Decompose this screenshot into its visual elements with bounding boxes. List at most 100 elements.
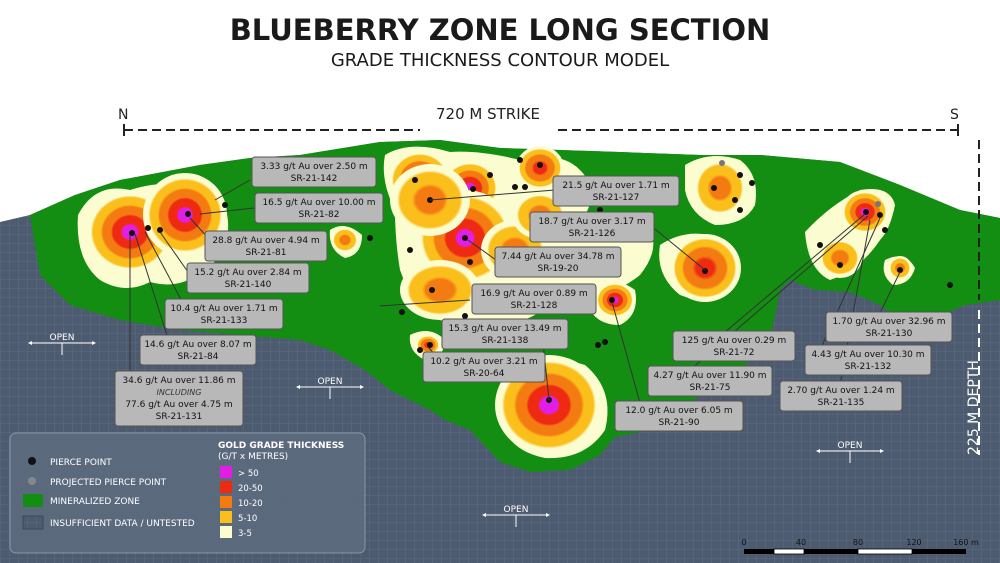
scale-item: 3-5 [220, 526, 252, 539]
svg-text:OPEN: OPEN [50, 333, 75, 343]
callout-grade: 3.33 g/t Au over 2.50 m [260, 162, 367, 172]
callout-sr-19-20: 7.44 g/t Au over 34.78 m SR-19-20 [494, 246, 622, 278]
scale-item: 5-10 [220, 511, 257, 524]
callout-grade: 16.9 g/t Au over 0.89 m [480, 289, 587, 299]
legend-projected-pierce-point: PROJECTED PIERCE POINT [50, 478, 167, 488]
scale-bar: 0 40 80 120 160 m [741, 538, 979, 555]
scale-label: 3-5 [238, 529, 252, 539]
callout-hole-id: SR-20-64 [463, 369, 504, 379]
callout-sr-21-133: 10.4 g/t Au over 1.71 m SR-21-133 [164, 298, 284, 330]
callout-hole-id: SR-21-75 [689, 383, 730, 393]
depth-indicator: 225 M DEPTH [966, 140, 982, 455]
callout-sr-21-75: 4.27 g/t Au over 11.90 m SR-21-75 [647, 365, 773, 397]
scale-bar-tick-label: 80 [853, 538, 863, 547]
callout-sr-21-140: 15.2 g/t Au over 2.84 m SR-21-140 [186, 262, 310, 294]
legend-pierce-point: PIERCE POINT [50, 458, 112, 468]
callout-sr-21-81: 28.8 g/t Au over 4.94 m SR-21-81 [204, 230, 328, 262]
callout-sr-21-132: 4.43 g/t Au over 10.30 m SR-21-132 [804, 344, 932, 376]
strike-label: 720 M STRIKE [436, 105, 540, 123]
scale-label: 5-10 [238, 514, 257, 524]
south-label: S [950, 107, 959, 123]
callout-grade: 28.8 g/t Au over 4.94 m [212, 236, 319, 246]
svg-text:77.6 g/t Au over 4.75 m: 77.6 g/t Au over 4.75 m [125, 400, 232, 410]
callout-grade: 12.0 g/t Au over 6.05 m [625, 406, 732, 416]
callout-grade: 21.5 g/t Au over 1.71 m [562, 181, 669, 191]
callout-grade: 2.70 g/t Au over 1.24 m [787, 386, 894, 396]
strike-indicator: N 720 M STRIKE S [118, 105, 959, 136]
scale-swatch [220, 466, 232, 478]
svg-text:OPEN: OPEN [318, 377, 343, 387]
callout-hole-id: SR-21-142 [291, 174, 338, 184]
scale-swatch [220, 496, 232, 508]
scale-label: 20-50 [238, 484, 263, 494]
callout-sr-21-128: 16.9 g/t Au over 0.89 m SR-21-128 [471, 283, 597, 315]
page-subtitle: GRADE THICKNESS CONTOUR MODEL [331, 50, 669, 71]
callout-hole-id: SR-21-127 [593, 193, 640, 203]
svg-text:34.6 g/t Au over 11.86 m: 34.6 g/t Au over 11.86 m [122, 376, 235, 386]
callout-sr-20-64: 10.2 g/t Au over 3.21 m SR-20-64 [422, 351, 546, 383]
scale-swatch [220, 526, 232, 538]
callout-grade: 10.4 g/t Au over 1.71 m [170, 304, 277, 314]
callout-sr-21-127: 21.5 g/t Au over 1.71 m SR-21-127 [552, 175, 680, 207]
callout-sr-21-82: 16.5 g/t Au over 10.00 m SR-21-82 [254, 192, 384, 224]
callout-hole-id: SR-21-138 [482, 336, 529, 346]
callout-sr-21-84: 14.6 g/t Au over 8.07 m SR-21-84 [139, 334, 257, 366]
callout-grade: 18.7 g/t Au over 3.17 m [538, 217, 645, 227]
callout-grade: 7.44 g/t Au over 34.78 m [501, 252, 614, 262]
callout-hole-id: SR-21-84 [177, 352, 218, 362]
svg-text:SR-21-131: SR-21-131 [156, 412, 203, 422]
scale-subtitle: (G/T x METRES) [218, 452, 288, 462]
callout-sr-21-135: 2.70 g/t Au over 1.24 m SR-21-135 [779, 380, 903, 412]
legend: PIERCE POINT PROJECTED PIERCE POINT MINE… [9, 432, 366, 554]
depth-label: 225 M DEPTH [966, 360, 982, 455]
callout-grade: 16.5 g/t Au over 10.00 m [262, 198, 375, 208]
callout-grade: 4.27 g/t Au over 11.90 m [653, 371, 766, 381]
scale-label: > 50 [238, 469, 259, 479]
projected-pierce-points [719, 160, 881, 207]
sky-area [0, 0, 1000, 222]
open-markers: OPEN OPEN OPEN OPEN [28, 333, 884, 527]
callout-grade: 4.43 g/t Au over 10.30 m [811, 350, 924, 360]
scale-bar-tick-label: 0 [741, 538, 746, 547]
page-title: BLUEBERRY ZONE LONG SECTION [230, 13, 771, 47]
scale-item: > 50 [220, 466, 259, 479]
callout-sr-21-138: 15.3 g/t Au over 13.49 m SR-21-138 [441, 318, 569, 350]
scale-item: 20-50 [220, 481, 263, 494]
open-marker-3: OPEN [816, 441, 884, 463]
legend-mineralized-zone: MINERALIZED ZONE [50, 497, 140, 507]
callout-hole-id: SR-21-133 [201, 316, 248, 326]
callout-hole-id: SR-21-130 [866, 329, 913, 339]
callout-grade: 125 g/t Au over 0.29 m [682, 336, 787, 346]
callout-hole-id: SR-21-82 [298, 210, 339, 220]
callout-hole-id: SR-21-128 [511, 301, 558, 311]
open-marker-1: OPEN [28, 333, 96, 355]
grade-scale: > 50 20-50 10-20 5-10 3-5 [220, 466, 263, 539]
scale-item: 10-20 [220, 496, 263, 509]
projected-pierce-point-symbol [28, 477, 36, 485]
callout-hole-id: SR-21-135 [818, 398, 865, 408]
scale-bar-tick-label: 160 m [953, 538, 979, 547]
callout-grade: 14.6 g/t Au over 8.07 m [144, 340, 251, 350]
scale-swatch [220, 481, 232, 493]
scale-title: GOLD GRADE THICKNESS [218, 441, 344, 451]
svg-text:OPEN: OPEN [504, 505, 529, 515]
scale-label: 10-20 [238, 499, 263, 509]
callout-grade: 15.2 g/t Au over 2.84 m [194, 268, 301, 278]
scale-bar-tick-label: 40 [796, 538, 806, 547]
callout-hole-id: SR-21-90 [658, 418, 699, 428]
open-marker-4: OPEN [482, 505, 550, 527]
callout-sr-21-142: 3.33 g/t Au over 2.50 m SR-21-142 [251, 156, 377, 188]
svg-text:INCLUDING: INCLUDING [157, 388, 202, 397]
scale-bar-tick-label: 120 [906, 538, 921, 547]
pierce-point-symbol [28, 457, 36, 465]
callout-grade: 10.2 g/t Au over 3.21 m [430, 357, 537, 367]
callout-sr-21-126: 18.7 g/t Au over 3.17 m SR-21-126 [529, 211, 655, 243]
scale-swatch [220, 511, 232, 523]
callout-sr-21-131: 34.6 g/t Au over 11.86 m INCLUDING 77.6 … [114, 370, 244, 427]
callout-sr-21-130: 1.70 g/t Au over 32.96 m SR-21-130 [825, 311, 953, 343]
callout-hole-id: SR-21-81 [245, 248, 286, 258]
callout-hole-id: SR-21-126 [569, 229, 616, 239]
legend-untested: INSUFFICIENT DATA / UNTESTED [50, 519, 195, 529]
callout-grade: 15.3 g/t Au over 13.49 m [448, 324, 561, 334]
